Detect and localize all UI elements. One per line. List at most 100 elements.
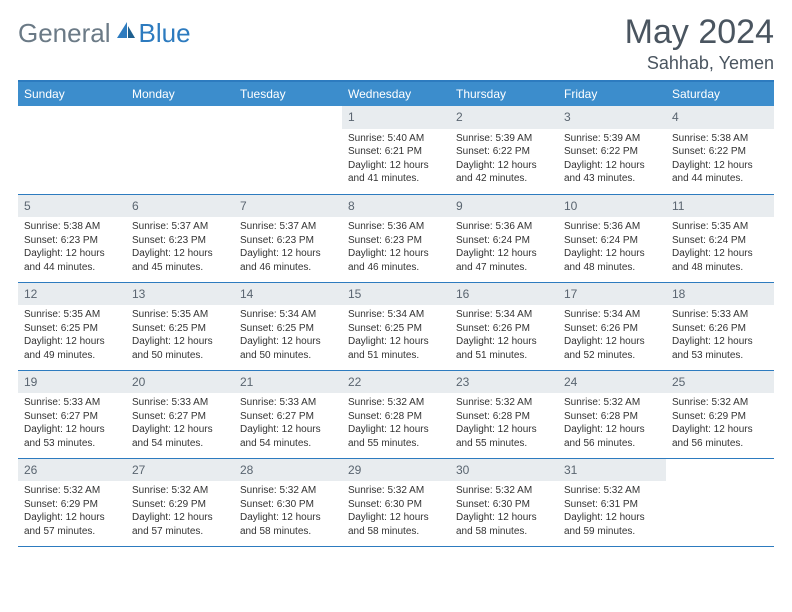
calendar-cell: 16Sunrise: 5:34 AMSunset: 6:26 PMDayligh… — [450, 282, 558, 370]
day-content: Sunrise: 5:36 AMSunset: 6:24 PMDaylight:… — [558, 217, 666, 278]
day-number: 15 — [342, 283, 450, 305]
calendar-cell: 11Sunrise: 5:35 AMSunset: 6:24 PMDayligh… — [666, 194, 774, 282]
calendar-table: SundayMondayTuesdayWednesdayThursdayFrid… — [18, 80, 774, 547]
sunset-line: Sunset: 6:25 PM — [348, 322, 444, 336]
daylight-line: Daylight: 12 hours and 54 minutes. — [132, 423, 228, 450]
day-number: 23 — [450, 371, 558, 393]
calendar-cell: 18Sunrise: 5:33 AMSunset: 6:26 PMDayligh… — [666, 282, 774, 370]
day-content: Sunrise: 5:37 AMSunset: 6:23 PMDaylight:… — [234, 217, 342, 278]
sunrise-line: Sunrise: 5:32 AM — [672, 396, 768, 410]
calendar-cell: 14Sunrise: 5:34 AMSunset: 6:25 PMDayligh… — [234, 282, 342, 370]
sunset-line: Sunset: 6:24 PM — [672, 234, 768, 248]
daylight-line: Daylight: 12 hours and 57 minutes. — [132, 511, 228, 538]
day-number: 12 — [18, 283, 126, 305]
day-number: 2 — [450, 106, 558, 128]
day-number: 22 — [342, 371, 450, 393]
sunset-line: Sunset: 6:28 PM — [456, 410, 552, 424]
sunrise-line: Sunrise: 5:34 AM — [348, 308, 444, 322]
day-content: Sunrise: 5:39 AMSunset: 6:22 PMDaylight:… — [558, 129, 666, 190]
day-content: Sunrise: 5:34 AMSunset: 6:26 PMDaylight:… — [558, 305, 666, 366]
sunset-line: Sunset: 6:29 PM — [132, 498, 228, 512]
sunrise-line: Sunrise: 5:36 AM — [564, 220, 660, 234]
daylight-line: Daylight: 12 hours and 58 minutes. — [240, 511, 336, 538]
daylight-line: Daylight: 12 hours and 41 minutes. — [348, 159, 444, 186]
daylight-line: Daylight: 12 hours and 45 minutes. — [132, 247, 228, 274]
sunrise-line: Sunrise: 5:34 AM — [564, 308, 660, 322]
daylight-line: Daylight: 12 hours and 56 minutes. — [564, 423, 660, 450]
sunset-line: Sunset: 6:23 PM — [132, 234, 228, 248]
day-number: 19 — [18, 371, 126, 393]
sunset-line: Sunset: 6:31 PM — [564, 498, 660, 512]
sunrise-line: Sunrise: 5:39 AM — [564, 132, 660, 146]
sunrise-line: Sunrise: 5:38 AM — [24, 220, 120, 234]
sunrise-line: Sunrise: 5:32 AM — [132, 484, 228, 498]
day-number: 3 — [558, 106, 666, 128]
column-header-row: SundayMondayTuesdayWednesdayThursdayFrid… — [18, 81, 774, 106]
day-content: Sunrise: 5:32 AMSunset: 6:31 PMDaylight:… — [558, 481, 666, 542]
daylight-line: Daylight: 12 hours and 50 minutes. — [132, 335, 228, 362]
day-content: Sunrise: 5:32 AMSunset: 6:30 PMDaylight:… — [450, 481, 558, 542]
day-number: 21 — [234, 371, 342, 393]
day-number: 1 — [342, 106, 450, 128]
calendar-cell: 2 Sunrise: 5:39 AMSunset: 6:22 PMDaylight… — [450, 106, 558, 194]
calendar-body: 1Sunrise: 5:40 AMSunset: 6:21 PMDaylight… — [18, 106, 774, 546]
calendar-cell: 12Sunrise: 5:35 AMSunset: 6:25 PMDayligh… — [18, 282, 126, 370]
daylight-line: Daylight: 12 hours and 51 minutes. — [348, 335, 444, 362]
calendar-cell: 3Sunrise: 5:39 AMSunset: 6:22 PMDaylight… — [558, 106, 666, 194]
calendar-cell: 6 Sunrise: 5:37 AMSunset: 6:23 PMDaylight… — [126, 194, 234, 282]
sunrise-line: Sunrise: 5:37 AM — [132, 220, 228, 234]
calendar-cell: 23Sunrise: 5:32 AMSunset: 6:28 PMDayligh… — [450, 370, 558, 458]
sunrise-line: Sunrise: 5:32 AM — [240, 484, 336, 498]
daylight-line: Daylight: 12 hours and 54 minutes. — [240, 423, 336, 450]
daylight-line: Daylight: 12 hours and 44 minutes. — [24, 247, 120, 274]
sunset-line: Sunset: 6:23 PM — [240, 234, 336, 248]
daylight-line: Daylight: 12 hours and 50 minutes. — [240, 335, 336, 362]
sunset-line: Sunset: 6:22 PM — [456, 145, 552, 159]
day-content: Sunrise: 5:38 AMSunset: 6:22 PMDaylight:… — [666, 129, 774, 190]
sunrise-line: Sunrise: 5:32 AM — [348, 484, 444, 498]
daylight-line: Daylight: 12 hours and 55 minutes. — [348, 423, 444, 450]
calendar-row: 26Sunrise: 5:32 AMSunset: 6:29 PMDayligh… — [18, 458, 774, 546]
sunset-line: Sunset: 6:26 PM — [564, 322, 660, 336]
calendar-cell: 29Sunrise: 5:32 AMSunset: 6:30 PMDayligh… — [342, 458, 450, 546]
location: Sahhab, Yemen — [625, 53, 774, 74]
sunset-line: Sunset: 6:25 PM — [240, 322, 336, 336]
day-content: Sunrise: 5:35 AMSunset: 6:25 PMDaylight:… — [18, 305, 126, 366]
calendar-cell: 4Sunrise: 5:38 AMSunset: 6:22 PMDaylight… — [666, 106, 774, 194]
calendar-cell: 7Sunrise: 5:37 AMSunset: 6:23 PMDaylight… — [234, 194, 342, 282]
calendar-cell: 26Sunrise: 5:32 AMSunset: 6:29 PMDayligh… — [18, 458, 126, 546]
sunset-line: Sunset: 6:28 PM — [564, 410, 660, 424]
sunset-line: Sunset: 6:21 PM — [348, 145, 444, 159]
calendar-cell — [666, 458, 774, 546]
daylight-line: Daylight: 12 hours and 56 minutes. — [672, 423, 768, 450]
day-content: Sunrise: 5:36 AMSunset: 6:23 PMDaylight:… — [342, 217, 450, 278]
day-number: 7 — [234, 195, 342, 217]
day-content: Sunrise: 5:32 AMSunset: 6:28 PMDaylight:… — [342, 393, 450, 454]
calendar-cell: 20Sunrise: 5:33 AMSunset: 6:27 PMDayligh… — [126, 370, 234, 458]
sunrise-line: Sunrise: 5:39 AM — [456, 132, 552, 146]
day-content: Sunrise: 5:38 AMSunset: 6:23 PMDaylight:… — [18, 217, 126, 278]
day-number: 4 — [666, 106, 774, 128]
day-content: Sunrise: 5:32 AMSunset: 6:28 PMDaylight:… — [558, 393, 666, 454]
day-content: Sunrise: 5:35 AMSunset: 6:24 PMDaylight:… — [666, 217, 774, 278]
calendar-cell: 10Sunrise: 5:36 AMSunset: 6:24 PMDayligh… — [558, 194, 666, 282]
sunset-line: Sunset: 6:27 PM — [240, 410, 336, 424]
daylight-line: Daylight: 12 hours and 42 minutes. — [456, 159, 552, 186]
day-number: 9 — [450, 195, 558, 217]
daylight-line: Daylight: 12 hours and 53 minutes. — [24, 423, 120, 450]
day-number: 8 — [342, 195, 450, 217]
day-content: Sunrise: 5:32 AMSunset: 6:30 PMDaylight:… — [234, 481, 342, 542]
calendar-cell: 13Sunrise: 5:35 AMSunset: 6:25 PMDayligh… — [126, 282, 234, 370]
day-number: 26 — [18, 459, 126, 481]
calendar-cell: 15 Sunrise: 5:34 AMSunset: 6:25 PMDayligh… — [342, 282, 450, 370]
sunrise-line: Sunrise: 5:34 AM — [240, 308, 336, 322]
day-number: 11 — [666, 195, 774, 217]
sunset-line: Sunset: 6:23 PM — [24, 234, 120, 248]
calendar-cell: 21Sunrise: 5:33 AMSunset: 6:27 PMDayligh… — [234, 370, 342, 458]
calendar-cell: 8Sunrise: 5:36 AMSunset: 6:23 PMDaylight… — [342, 194, 450, 282]
day-content: Sunrise: 5:32 AMSunset: 6:30 PMDaylight:… — [342, 481, 450, 542]
logo-text-blue: Blue — [139, 18, 191, 49]
day-number: 6 — [126, 195, 234, 217]
sunset-line: Sunset: 6:28 PM — [348, 410, 444, 424]
calendar-cell: 1Sunrise: 5:40 AMSunset: 6:21 PMDaylight… — [342, 106, 450, 194]
